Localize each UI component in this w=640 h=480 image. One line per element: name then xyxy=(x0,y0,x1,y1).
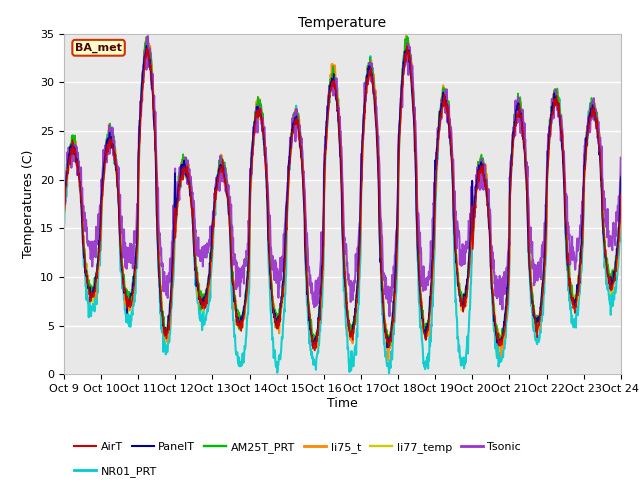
NR01_PRT xyxy=(246,201,254,207)
NR01_PRT xyxy=(502,319,510,325)
PanelT xyxy=(502,296,510,301)
AirT xyxy=(502,310,510,315)
AM25T_PRT xyxy=(403,33,411,39)
AirT xyxy=(170,238,178,244)
li75_t xyxy=(184,165,191,171)
li77_temp xyxy=(502,313,510,319)
Tsonic xyxy=(502,265,510,271)
li77_temp xyxy=(552,101,559,107)
AirT xyxy=(311,348,319,353)
AM25T_PRT xyxy=(60,212,68,218)
li77_temp xyxy=(617,190,625,195)
Tsonic xyxy=(552,95,559,101)
Tsonic xyxy=(246,166,254,171)
li77_temp xyxy=(143,46,150,51)
AM25T_PRT xyxy=(170,221,178,227)
Text: BA_met: BA_met xyxy=(75,43,122,53)
li77_temp xyxy=(171,220,179,226)
li77_temp xyxy=(429,255,437,261)
Tsonic xyxy=(144,33,152,39)
AM25T_PRT xyxy=(385,344,393,349)
NR01_PRT xyxy=(552,89,559,95)
AirT xyxy=(403,43,411,49)
AirT xyxy=(60,221,68,227)
PanelT xyxy=(184,179,192,185)
NR01_PRT xyxy=(403,36,410,42)
PanelT xyxy=(143,43,150,48)
Line: AirT: AirT xyxy=(64,46,621,350)
Tsonic xyxy=(385,313,393,319)
li75_t xyxy=(170,228,178,234)
Line: Tsonic: Tsonic xyxy=(64,36,621,316)
Tsonic xyxy=(184,173,192,179)
AirT xyxy=(429,247,437,253)
Line: NR01_PRT: NR01_PRT xyxy=(64,39,621,374)
Line: li75_t: li75_t xyxy=(64,36,621,360)
li77_temp xyxy=(60,207,68,213)
PanelT xyxy=(60,201,68,206)
AirT xyxy=(552,96,559,102)
Line: PanelT: PanelT xyxy=(64,46,621,348)
PanelT xyxy=(429,228,437,233)
li75_t xyxy=(429,248,437,254)
Legend: NR01_PRT: NR01_PRT xyxy=(70,461,161,480)
NR01_PRT xyxy=(385,371,393,377)
X-axis label: Time: Time xyxy=(327,397,358,410)
AM25T_PRT xyxy=(502,306,510,312)
Line: AM25T_PRT: AM25T_PRT xyxy=(64,36,621,347)
NR01_PRT xyxy=(617,202,625,207)
NR01_PRT xyxy=(170,254,178,260)
li75_t xyxy=(502,316,510,322)
li75_t xyxy=(617,189,625,194)
li77_temp xyxy=(246,179,254,184)
PanelT xyxy=(617,174,625,180)
li75_t xyxy=(60,210,68,216)
li75_t xyxy=(402,33,410,39)
AM25T_PRT xyxy=(429,233,437,239)
AirT xyxy=(617,192,625,198)
Tsonic xyxy=(171,199,179,204)
AirT xyxy=(184,174,191,180)
Line: li77_temp: li77_temp xyxy=(64,48,621,350)
NR01_PRT xyxy=(429,281,437,287)
li75_t xyxy=(246,191,254,196)
PanelT xyxy=(246,168,254,173)
AM25T_PRT xyxy=(246,188,254,194)
li77_temp xyxy=(497,347,504,353)
AM25T_PRT xyxy=(552,95,559,100)
PanelT xyxy=(383,345,391,350)
Y-axis label: Temperatures (C): Temperatures (C) xyxy=(22,150,35,258)
AM25T_PRT xyxy=(184,174,191,180)
Tsonic xyxy=(60,196,68,202)
Title: Temperature: Temperature xyxy=(298,16,387,30)
li77_temp xyxy=(184,180,192,186)
li75_t xyxy=(385,357,392,363)
AirT xyxy=(246,194,254,200)
Tsonic xyxy=(617,155,625,160)
AM25T_PRT xyxy=(617,172,625,178)
li75_t xyxy=(552,90,559,96)
PanelT xyxy=(171,182,179,188)
PanelT xyxy=(552,95,559,100)
NR01_PRT xyxy=(184,179,191,185)
Tsonic xyxy=(429,200,437,206)
NR01_PRT xyxy=(60,224,68,229)
